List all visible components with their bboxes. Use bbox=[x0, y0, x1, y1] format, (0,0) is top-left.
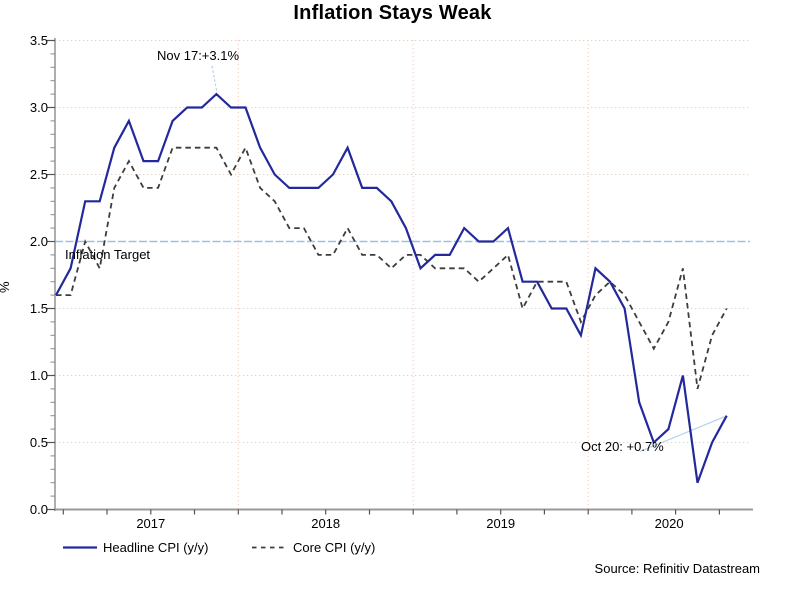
axes bbox=[47, 38, 753, 515]
chart-title: Inflation Stays Weak bbox=[293, 2, 492, 24]
y-tick-label: 1.0 bbox=[29, 368, 48, 383]
annotation-nov17-peak: Nov 17:+3.1% bbox=[157, 48, 240, 63]
x-year-label: 2019 bbox=[486, 516, 516, 531]
source-credit: Source: Refinitiv Datastream bbox=[594, 561, 760, 576]
y-tick-label: 2.0 bbox=[29, 234, 48, 249]
headline-cpi-line bbox=[55, 92, 728, 484]
x-year-label: 2017 bbox=[136, 516, 166, 531]
y-tick-label: 0.0 bbox=[29, 502, 48, 517]
y-tick-label: 3.5 bbox=[29, 33, 48, 48]
annotation-callout-lines bbox=[211, 65, 725, 453]
y-tick-label: 2.5 bbox=[29, 167, 48, 182]
y-tick-label: 0.5 bbox=[29, 435, 48, 450]
x-year-label: 2020 bbox=[654, 516, 684, 531]
y-tick-label: 3.0 bbox=[29, 100, 48, 115]
legend-label-headline-cpi: Headline CPI (y/y) bbox=[103, 540, 209, 555]
annotation-oct20-latest: Oct 20: +0.7% bbox=[581, 439, 664, 454]
core-cpi-line bbox=[56, 145, 728, 390]
legend-label-core-cpi: Core CPI (y/y) bbox=[293, 540, 376, 555]
y-tick-label: 1.5 bbox=[29, 301, 48, 316]
y-axis-unit-label: % bbox=[0, 275, 13, 293]
inflation-target-label: Inflation Target bbox=[65, 247, 151, 262]
x-year-label: 2018 bbox=[311, 516, 341, 531]
callout-line-oct20 bbox=[639, 416, 725, 453]
callout-line-nov17 bbox=[211, 65, 218, 92]
